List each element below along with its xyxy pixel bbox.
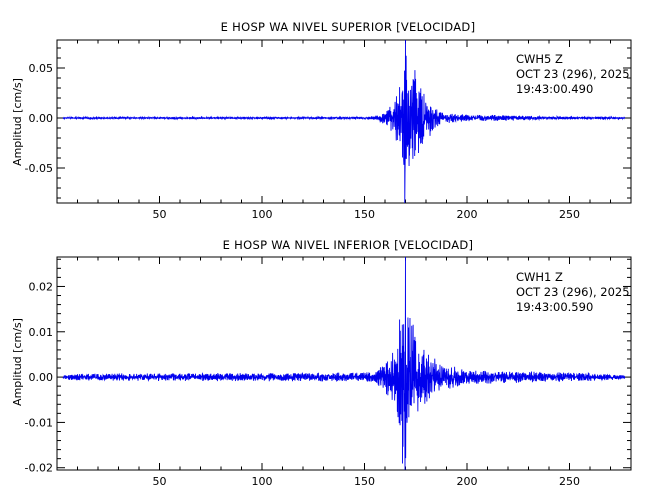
x-tick-label: 50 — [153, 208, 167, 221]
panel-title: E HOSP WA NIVEL INFERIOR [VELOCIDAD] — [223, 238, 474, 252]
x-tick-label: 150 — [354, 208, 375, 221]
x-tick-label: 100 — [252, 475, 273, 488]
y-tick-label: 0.01 — [29, 326, 54, 339]
station-channel: CWH5 Z — [516, 52, 563, 66]
x-tick-label: 250 — [559, 208, 580, 221]
waveform-series — [62, 39, 626, 204]
y-axis-label: Amplitud [cm/s] — [11, 78, 24, 166]
x-tick-label: 200 — [457, 208, 478, 221]
y-tick-label: -0.01 — [25, 416, 53, 429]
station-annotation: CWH1 Z OCT 23 (296), 2025 19:43:00.590 — [516, 270, 630, 314]
panel-superior: E HOSP WA NIVEL SUPERIOR [VELOCIDAD] Amp… — [11, 20, 632, 221]
x-tick-label: 150 — [354, 475, 375, 488]
y-tick-label: 0.02 — [29, 280, 54, 293]
y-tick-label: 0.00 — [29, 112, 54, 125]
x-tick-label: 250 — [559, 475, 580, 488]
waveform-series — [62, 256, 626, 471]
y-tick-label: -0.02 — [25, 462, 53, 475]
station-date: OCT 23 (296), 2025 — [516, 67, 630, 81]
plot-layer: 50 100 150 200 250 -0.02 -0.01 0.00 0.01 0.02 — [25, 256, 632, 488]
x-tick-label: 100 — [252, 208, 273, 221]
x-tick-label: 200 — [457, 475, 478, 488]
y-tick-label: -0.05 — [25, 162, 53, 175]
station-annotation: CWH5 Z OCT 23 (296), 2025 19:43:00.490 — [516, 52, 630, 96]
y-tick-label: 0.05 — [29, 62, 54, 75]
station-time: 19:43:00.590 — [516, 300, 593, 314]
y-axis-label: Amplitud [cm/s] — [11, 318, 24, 406]
plot-layer: 50 100 150 200 250 -0.05 0.00 0.05 — [25, 39, 632, 221]
panel-title: E HOSP WA NIVEL SUPERIOR [VELOCIDAD] — [221, 20, 476, 34]
x-tick-label: 50 — [153, 475, 167, 488]
panel-inferior: E HOSP WA NIVEL INFERIOR [VELOCIDAD] Amp… — [11, 238, 632, 488]
station-channel: CWH1 Z — [516, 270, 563, 284]
station-date: OCT 23 (296), 2025 — [516, 285, 630, 299]
y-tick-label: 0.00 — [29, 371, 54, 384]
station-time: 19:43:00.490 — [516, 82, 593, 96]
